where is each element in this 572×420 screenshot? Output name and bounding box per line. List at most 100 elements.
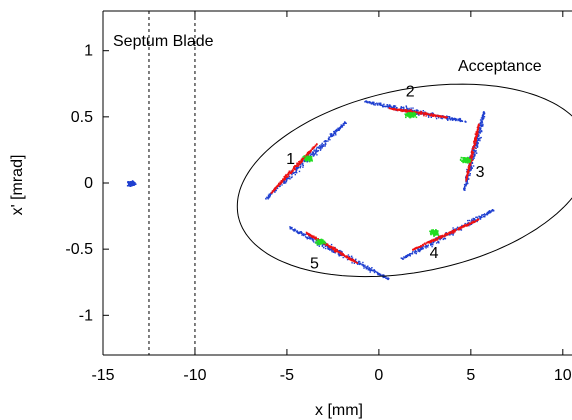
turn-blue-point bbox=[358, 262, 361, 265]
turn-red-point bbox=[335, 251, 337, 253]
turn-blue-point bbox=[480, 130, 483, 132]
turn-blue-point bbox=[476, 141, 478, 144]
turn-red-point bbox=[410, 109, 412, 111]
turn-blue-point bbox=[447, 118, 449, 121]
turn-blue-point bbox=[432, 244, 434, 246]
turn-red-point bbox=[343, 254, 345, 256]
turn-red-point bbox=[312, 147, 314, 149]
turn-blue-point bbox=[363, 265, 365, 268]
turn-blue-point bbox=[470, 220, 472, 222]
turn-blue-point bbox=[389, 104, 391, 106]
turn-red-point bbox=[299, 163, 301, 165]
turn-red-point bbox=[477, 127, 479, 129]
turn-red-point bbox=[315, 238, 317, 240]
turn-green-point bbox=[429, 230, 431, 233]
turn-red-point bbox=[352, 259, 355, 261]
turn-blue-point bbox=[448, 116, 451, 118]
turn-green-point bbox=[430, 233, 432, 235]
turn-blue-point bbox=[480, 122, 482, 124]
turn-red-point bbox=[334, 248, 337, 250]
turn-blue-point bbox=[417, 249, 419, 251]
turn-blue-point bbox=[465, 121, 467, 123]
turn-red-point bbox=[435, 237, 437, 239]
turn-blue-point bbox=[339, 127, 342, 129]
turn-blue-point bbox=[368, 269, 371, 271]
turn-blue-point bbox=[301, 162, 303, 164]
turn-red-point bbox=[469, 223, 472, 225]
turn-blue-point bbox=[447, 119, 449, 121]
turn-blue-point bbox=[416, 251, 418, 253]
turn-blue-point bbox=[475, 152, 477, 154]
turn-red-point bbox=[435, 239, 438, 241]
turn-blue-point bbox=[403, 256, 405, 258]
turn-blue-point bbox=[359, 263, 362, 265]
turn-blue-point bbox=[435, 242, 438, 244]
turn-blue-point bbox=[454, 117, 456, 120]
turn-blue-point bbox=[402, 258, 405, 260]
turn-red-point bbox=[312, 236, 314, 238]
turn-blue-point bbox=[359, 261, 361, 263]
y-tick-label: -1 bbox=[79, 307, 93, 324]
turn-green-point bbox=[317, 240, 320, 243]
turn-green-point bbox=[430, 230, 432, 233]
turn-blue-point bbox=[468, 219, 470, 222]
turn-red-point bbox=[351, 259, 353, 262]
turn-blue-point bbox=[459, 119, 461, 121]
turn-blue-point bbox=[483, 113, 486, 115]
turn-blue-point bbox=[323, 243, 325, 246]
turn-red-point bbox=[348, 258, 350, 260]
turn-green-point bbox=[306, 158, 309, 161]
turn-blue-point bbox=[473, 218, 476, 220]
turn-blue-point bbox=[320, 148, 322, 150]
injected-beam-point bbox=[133, 182, 136, 185]
acceptance-ellipse bbox=[236, 83, 572, 278]
particle-layer bbox=[126, 100, 495, 281]
turn-green-point bbox=[467, 158, 469, 161]
turn-red-point bbox=[443, 235, 446, 237]
turn-red-point bbox=[425, 243, 427, 246]
turn-blue-point bbox=[333, 251, 335, 253]
turn-blue-point bbox=[344, 122, 346, 124]
turn-blue-point bbox=[330, 135, 332, 137]
turn-blue-point bbox=[481, 115, 484, 117]
turn-red-point bbox=[474, 140, 476, 142]
turn-green-point bbox=[461, 160, 463, 162]
turn-blue-point bbox=[292, 172, 294, 174]
turn-red-point bbox=[433, 239, 435, 242]
turn-blue-point bbox=[330, 249, 332, 251]
turn-red-point bbox=[473, 144, 475, 147]
turn-red-point bbox=[351, 258, 353, 260]
turn-red-point bbox=[390, 108, 393, 110]
turn-green-point bbox=[410, 112, 412, 114]
turn-blue-point bbox=[335, 132, 337, 134]
turn-blue-point bbox=[483, 215, 485, 218]
turn-blue-point bbox=[482, 113, 484, 116]
turn-blue-point bbox=[302, 162, 304, 165]
turn-red-point bbox=[291, 170, 293, 173]
turn-blue-point bbox=[387, 277, 389, 279]
turn-green-point bbox=[324, 242, 327, 245]
turn-red-point bbox=[418, 111, 420, 113]
turn-blue-point bbox=[302, 166, 304, 168]
turn-blue-point bbox=[471, 161, 473, 164]
turn-blue-point bbox=[481, 122, 484, 124]
septum-label: Septum Blade bbox=[113, 33, 214, 50]
turn-red-point bbox=[350, 258, 352, 261]
turn-blue-point bbox=[438, 238, 440, 240]
turn-blue-point bbox=[408, 254, 411, 256]
turn-red-point bbox=[423, 112, 425, 115]
turn-green-point bbox=[310, 158, 313, 160]
turn-red-point bbox=[460, 226, 462, 228]
turn-blue-point bbox=[351, 262, 353, 264]
turn-red-point bbox=[472, 221, 475, 223]
turn-blue-point bbox=[337, 129, 339, 131]
turn-red-point bbox=[286, 176, 289, 178]
turn-red-point bbox=[302, 158, 305, 160]
turn-red-point bbox=[466, 223, 468, 226]
turn-green-point bbox=[462, 158, 465, 160]
turn-blue-point bbox=[327, 247, 329, 249]
turn-red-point bbox=[317, 238, 319, 240]
turn-blue-point bbox=[474, 219, 476, 221]
turn-blue-point bbox=[332, 133, 335, 135]
turn-blue-point bbox=[451, 118, 454, 120]
